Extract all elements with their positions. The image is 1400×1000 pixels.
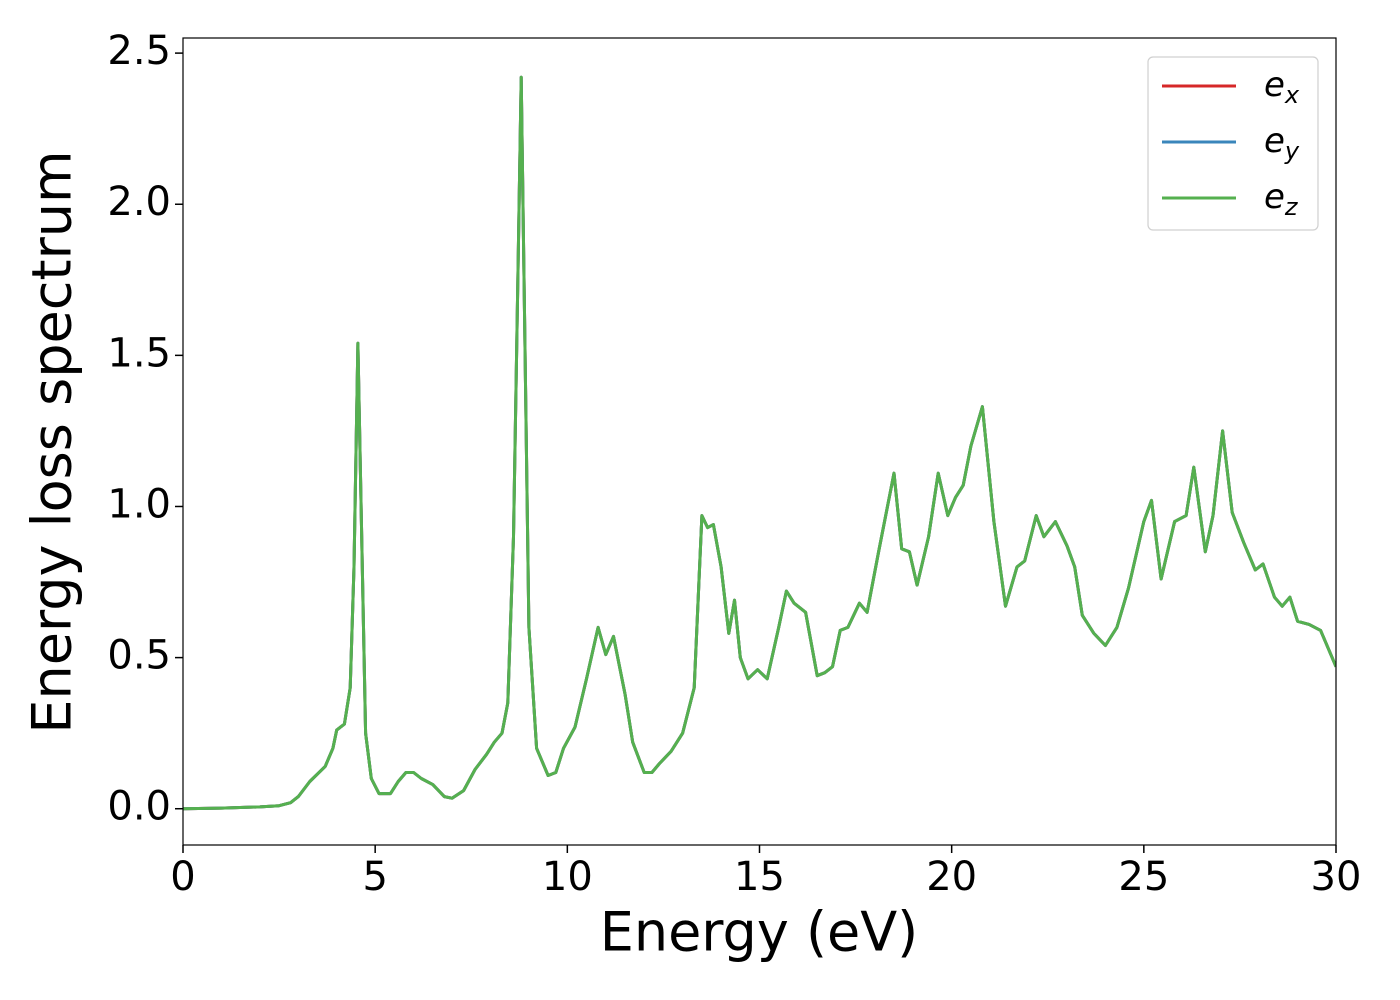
y-tick-label: 1.0 <box>107 481 171 527</box>
plot-frame <box>182 37 1337 846</box>
y-axis-label: Energy loss spectrum <box>21 150 84 733</box>
series-line <box>183 75 1336 811</box>
legend-label: ey <box>1264 121 1300 166</box>
x-tick-label: 10 <box>542 854 593 900</box>
y-tick-label: 2.0 <box>107 179 171 225</box>
y-tick-label: 1.5 <box>107 330 171 376</box>
x-tick-label: 5 <box>362 854 387 900</box>
x-axis-label: Energy (eV) <box>600 901 919 964</box>
x-tick-label: 25 <box>1118 854 1169 900</box>
y-tick-label: 0.5 <box>107 633 171 679</box>
y-tick-label: 0.0 <box>107 784 171 830</box>
legend-label: ex <box>1264 65 1300 110</box>
y-tick-label: 2.5 <box>107 28 171 74</box>
legend-label: ez <box>1264 177 1299 222</box>
x-tick-label: 15 <box>734 854 785 900</box>
x-tick-label: 0 <box>170 854 195 900</box>
x-tick-label: 20 <box>926 854 977 900</box>
x-tick-label: 30 <box>1311 854 1362 900</box>
